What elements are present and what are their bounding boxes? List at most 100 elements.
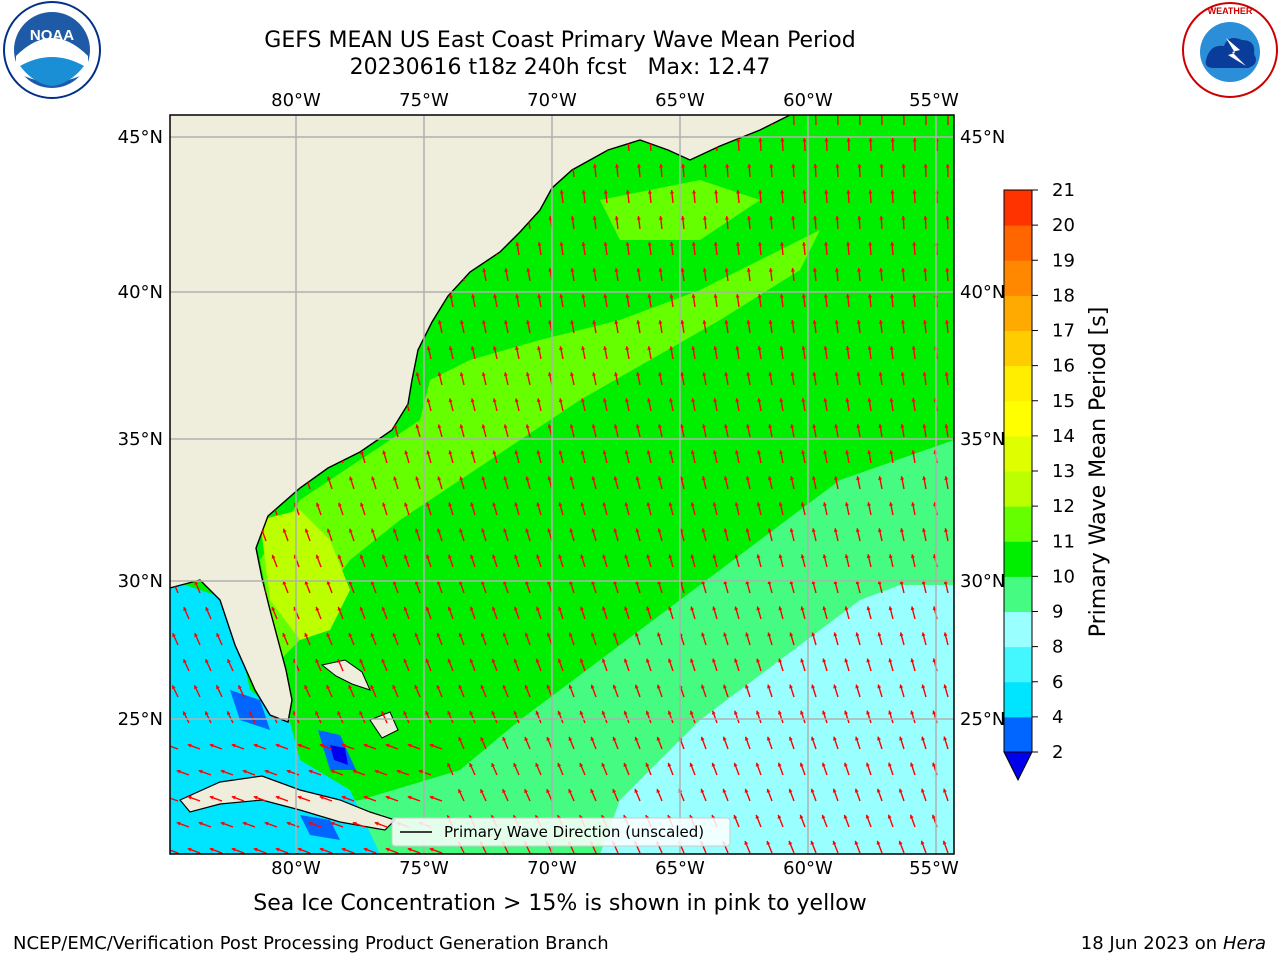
wave-direction-arrowhead xyxy=(592,164,598,168)
wave-direction-arrowhead xyxy=(878,424,883,428)
wave-direction-arrowhead xyxy=(832,788,837,793)
wave-direction-arrowhead xyxy=(943,736,948,741)
wave-direction-arrowhead xyxy=(746,372,751,376)
wave-direction-arrowhead xyxy=(374,769,379,774)
wave-direction-arrow xyxy=(958,242,959,255)
wave-direction-arrowhead xyxy=(341,847,346,852)
wave-direction-arrowhead xyxy=(867,502,872,507)
wave-direction-arrowhead xyxy=(756,502,761,507)
wave-direction-arrowhead xyxy=(910,658,915,663)
svg-text:NOAA: NOAA xyxy=(30,27,74,44)
wave-direction-arrowhead xyxy=(370,580,375,585)
wave-direction-arrowhead xyxy=(557,606,562,611)
wave-direction-arrowhead xyxy=(513,658,518,663)
wave-direction-arrowhead xyxy=(835,164,840,168)
wave-direction-arrowhead xyxy=(647,242,652,246)
wave-direction-arrowhead xyxy=(187,743,192,748)
wave-direction-arrowhead xyxy=(547,372,552,377)
wave-direction-arrowhead xyxy=(637,164,642,168)
wave-direction-arrowhead xyxy=(889,450,894,454)
wave-direction-arrowhead xyxy=(746,216,752,220)
wave-direction-arrowhead xyxy=(546,684,551,689)
wave-direction-arrowhead xyxy=(845,450,850,454)
wave-direction-arrowhead xyxy=(429,847,434,852)
wave-direction-arrowhead xyxy=(801,398,806,402)
wave-direction-arrow xyxy=(956,554,959,567)
wave-direction-arrowhead xyxy=(568,684,573,689)
wave-direction-arrowhead xyxy=(634,736,639,741)
wave-direction-arrow xyxy=(955,815,959,827)
wave-direction-arrowhead xyxy=(800,710,804,715)
wave-direction-arrowhead xyxy=(503,528,508,533)
lon-label: 65°W xyxy=(655,90,705,111)
wave-direction-arrowhead xyxy=(558,450,563,455)
wave-direction-arrowhead xyxy=(734,502,739,507)
wave-direction-arrowhead xyxy=(176,821,181,826)
wave-direction-arrowhead xyxy=(624,398,629,403)
wave-direction-arrowhead xyxy=(658,216,663,220)
wave-direction-arrowhead xyxy=(253,795,258,800)
wave-direction-arrowhead xyxy=(559,346,564,351)
wave-direction-arrowhead xyxy=(614,164,620,168)
wave-direction-arrowhead xyxy=(536,398,541,403)
wave-direction-arrowhead xyxy=(166,796,170,800)
wave-direction-arrowhead xyxy=(636,320,641,324)
wave-direction-arrowhead xyxy=(315,502,320,507)
wave-direction-arrowhead xyxy=(557,710,562,715)
wave-direction-arrowhead xyxy=(867,398,872,402)
wave-direction-arrowhead xyxy=(504,320,509,325)
wave-direction-arrow xyxy=(792,115,795,126)
wave-direction-arrowhead xyxy=(492,346,497,351)
wave-direction-arrowhead xyxy=(414,632,419,637)
graticule xyxy=(170,115,954,854)
wave-direction-arrowhead xyxy=(647,398,652,403)
lon-labels-top: 80°W 75°W 70°W 65°W 60°W 55°W xyxy=(271,90,959,111)
lon-label: 70°W xyxy=(527,90,577,111)
wave-direction-arrowhead xyxy=(315,659,320,664)
wave-direction-arrowhead xyxy=(337,711,341,716)
wave-direction-arrowhead xyxy=(755,762,760,767)
wave-direction-arrowhead xyxy=(407,847,412,852)
wave-direction-arrowhead xyxy=(766,788,771,793)
wave-direction-arrowhead xyxy=(349,476,354,481)
wave-direction-arrowhead xyxy=(701,476,706,481)
wave-direction-arrowhead xyxy=(392,580,397,585)
wave-direction-arrowhead xyxy=(308,769,313,774)
wave-direction-arrow xyxy=(170,743,179,750)
wave-direction-arrowhead xyxy=(613,476,618,481)
colorbar-tick-label: 16 xyxy=(1052,356,1075,377)
wave-direction-arrowhead xyxy=(876,840,881,845)
wave-direction-arrowhead xyxy=(822,606,827,611)
wave-direction-arrowhead xyxy=(691,294,696,298)
wave-direction-arrowhead xyxy=(264,821,269,826)
wave-direction-arrowhead xyxy=(209,743,214,748)
wave-direction-arrowhead xyxy=(813,164,818,168)
wave-direction-arrowhead xyxy=(901,268,906,272)
wave-direction-arrowhead xyxy=(470,450,475,455)
wave-direction-arrowhead xyxy=(832,840,837,845)
wave-direction-arrowhead xyxy=(690,658,694,663)
wave-direction-arrowhead xyxy=(901,164,906,168)
wave-direction-arrowhead xyxy=(888,554,893,559)
wave-direction-arrowhead xyxy=(866,658,871,663)
wave-direction-arrowhead xyxy=(592,372,597,377)
wave-direction-arrowhead xyxy=(458,737,463,742)
wave-direction-arrowhead xyxy=(557,763,562,767)
wave-direction-arrowhead xyxy=(612,789,617,793)
wave-direction-arrowhead xyxy=(745,632,750,637)
wave-direction-arrowhead xyxy=(691,398,696,403)
noaa-logo: NOAA xyxy=(3,1,101,99)
wave-direction-arrowhead xyxy=(481,528,486,533)
wave-direction-arrowhead xyxy=(319,743,324,748)
wave-direction-arrowhead xyxy=(437,528,441,533)
wave-direction-arrowhead xyxy=(166,744,170,748)
colorbar-tick-label: 6 xyxy=(1052,672,1063,693)
wave-direction-arrowhead xyxy=(734,450,739,455)
wave-direction-arrowhead xyxy=(614,372,619,377)
wave-direction-arrowhead xyxy=(823,346,828,350)
wave-direction-arrowhead xyxy=(757,450,762,455)
wave-direction-arrowhead xyxy=(942,788,947,793)
wave-direction-arrowhead xyxy=(579,710,584,715)
wave-direction-arrowhead xyxy=(833,632,838,637)
wave-direction-arrowhead xyxy=(625,190,630,194)
